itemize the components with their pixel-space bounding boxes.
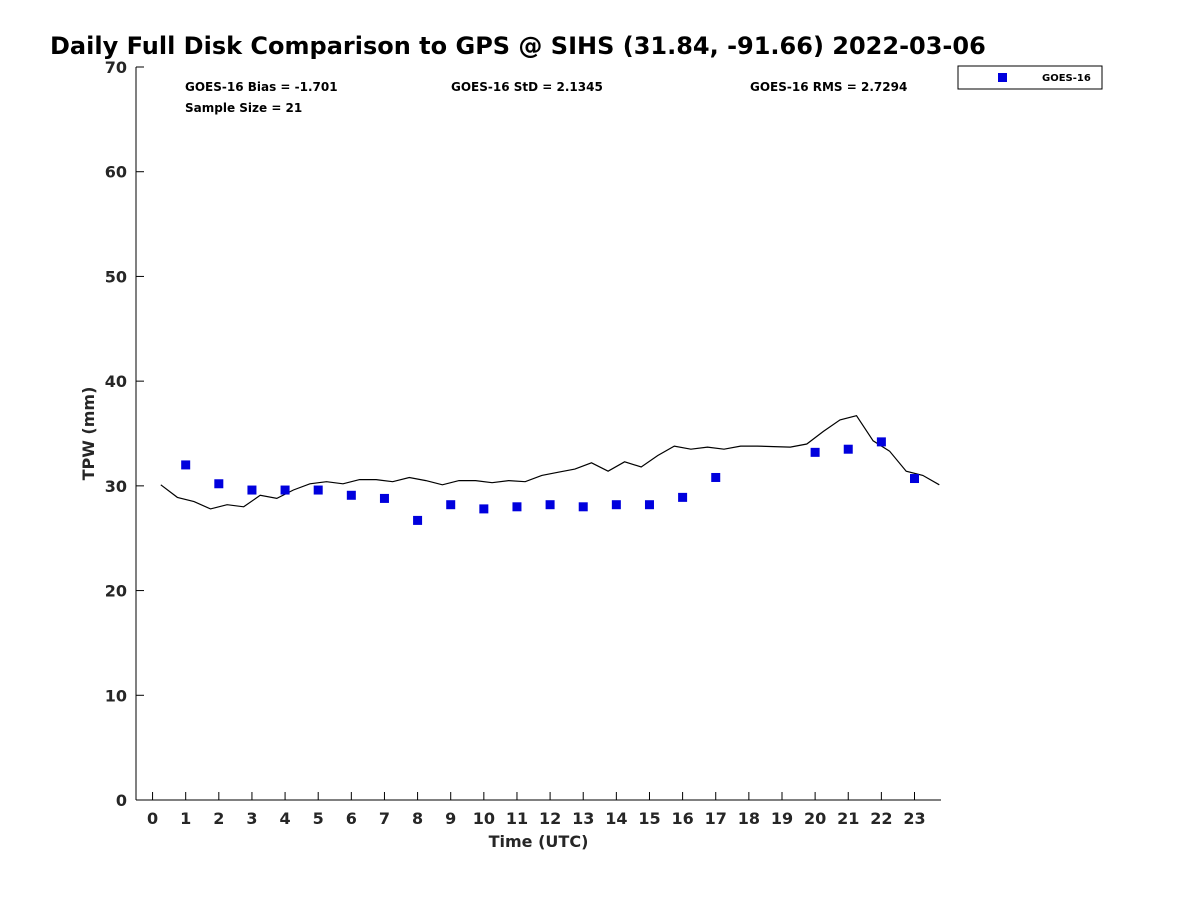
x-tick-label: 11 [506, 809, 528, 828]
x-tick-label: 7 [379, 809, 390, 828]
legend-box [957, 65, 1103, 90]
goes16-data-point [379, 493, 389, 503]
reference-series-line [160, 415, 940, 510]
x-tick-label: 2 [213, 809, 224, 828]
goes16-data-point [479, 504, 489, 514]
rms-annotation: GOES-16 RMS = 2.7294 [750, 80, 907, 94]
goes16-data-point [611, 500, 621, 510]
y-tick-label: 30 [105, 477, 127, 496]
x-tick-label: 15 [638, 809, 660, 828]
x-tick-label: 9 [445, 809, 456, 828]
goes16-data-point [578, 502, 588, 512]
x-tick-label: 21 [837, 809, 859, 828]
goes16-data-point [214, 479, 224, 489]
bias-annotation: GOES-16 Bias = -1.701 [185, 80, 338, 94]
y-tick-label: 70 [105, 58, 127, 77]
x-tick-label: 17 [705, 809, 727, 828]
x-tick-label: 1 [180, 809, 191, 828]
y-axis-label: TPW (mm) [79, 387, 98, 481]
x-tick-label: 20 [804, 809, 826, 828]
x-tick-label: 12 [539, 809, 561, 828]
x-tick-label: 14 [605, 809, 627, 828]
legend: GOES-16 [957, 65, 1103, 90]
x-tick-label: 4 [280, 809, 291, 828]
goes16-data-point [843, 444, 853, 454]
y-tick-label: 40 [105, 372, 127, 391]
x-tick-label: 22 [870, 809, 892, 828]
goes16-data-point [181, 460, 191, 470]
goes16-data-point [313, 485, 323, 495]
x-tick-label: 13 [572, 809, 594, 828]
legend-marker-goes16 [998, 73, 1007, 82]
x-tick-label: 0 [147, 809, 158, 828]
y-tick-label: 20 [105, 582, 127, 601]
goes16-data-point [810, 447, 820, 457]
y-tick-label: 10 [105, 686, 127, 705]
goes16-data-point [346, 490, 356, 500]
x-tick-label: 8 [412, 809, 423, 828]
goes16-data-point [446, 500, 456, 510]
std-annotation: GOES-16 StD = 2.1345 [451, 80, 603, 94]
goes16-data-point [678, 492, 688, 502]
goes16-data-point [247, 485, 257, 495]
x-tick-label: 10 [473, 809, 495, 828]
goes16-data-point [644, 500, 654, 510]
y-tick-label: 50 [105, 267, 127, 286]
goes16-data-point [280, 485, 290, 495]
goes16-data-point [876, 437, 886, 447]
x-tick-label: 19 [771, 809, 793, 828]
chart-title: Daily Full Disk Comparison to GPS @ SIHS… [50, 32, 986, 60]
x-tick-label: 18 [738, 809, 760, 828]
goes16-data-point [909, 474, 919, 484]
goes16-data-point [711, 472, 721, 482]
legend-label-goes16: GOES-16 [1042, 73, 1091, 84]
y-tick-label: 60 [105, 163, 127, 182]
plot-area [160, 415, 940, 525]
y-tick-label: 0 [116, 791, 127, 810]
stats-annotations: GOES-16 Bias = -1.701 GOES-16 StD = 2.13… [185, 80, 907, 115]
x-tick-label: 3 [246, 809, 257, 828]
x-tick-label: 23 [903, 809, 925, 828]
goes16-data-point [512, 502, 522, 512]
x-tick-label: 6 [346, 809, 357, 828]
x-tick-label: 5 [313, 809, 324, 828]
goes16-data-point [413, 515, 423, 525]
x-tick-label: 16 [671, 809, 693, 828]
goes16-data-point [545, 500, 555, 510]
sample-size-annotation: Sample Size = 21 [185, 101, 302, 115]
x-axis-label: Time (UTC) [489, 832, 589, 851]
